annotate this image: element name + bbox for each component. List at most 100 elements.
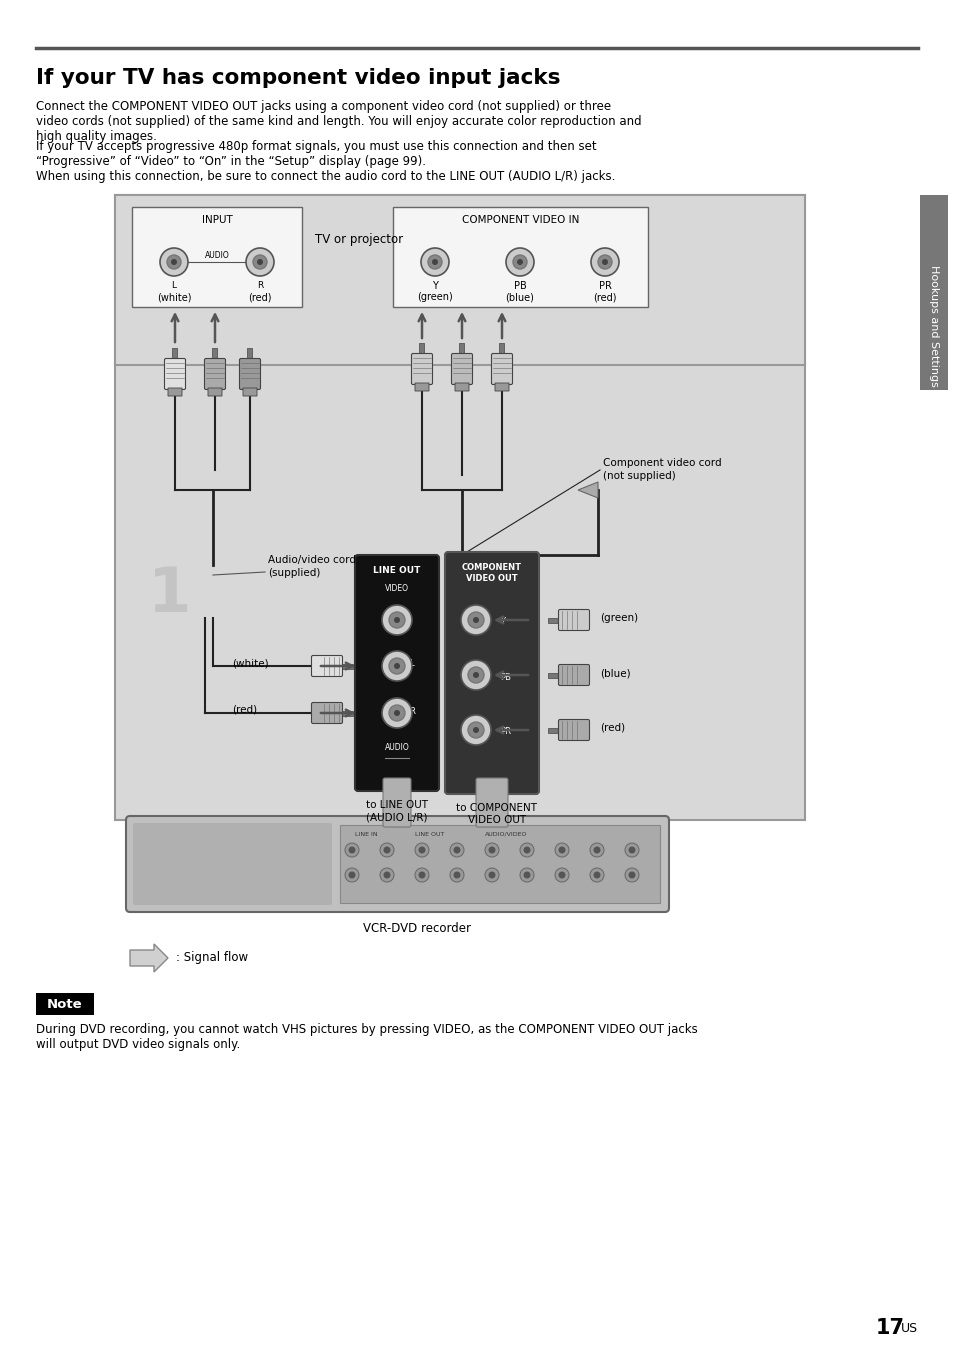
Circle shape (488, 872, 495, 879)
Text: Y: Y (432, 281, 437, 291)
Circle shape (460, 660, 491, 690)
Circle shape (389, 658, 405, 675)
Circle shape (428, 256, 441, 269)
Text: (green): (green) (599, 612, 638, 623)
Circle shape (628, 872, 635, 879)
FancyBboxPatch shape (132, 207, 302, 307)
Text: PB: PB (513, 281, 526, 291)
Circle shape (253, 256, 267, 269)
Circle shape (450, 844, 463, 857)
Text: (not supplied): (not supplied) (602, 470, 675, 481)
Text: Y: Y (499, 618, 504, 626)
FancyBboxPatch shape (411, 353, 432, 384)
FancyBboxPatch shape (312, 703, 342, 723)
Circle shape (256, 260, 263, 265)
Circle shape (601, 260, 607, 265)
Text: video cords (not supplied) of the same kind and length. You will enjoy accurate : video cords (not supplied) of the same k… (36, 115, 641, 128)
Circle shape (589, 844, 603, 857)
Circle shape (558, 872, 565, 879)
Circle shape (517, 260, 522, 265)
FancyBboxPatch shape (208, 388, 222, 396)
FancyBboxPatch shape (126, 817, 668, 913)
Text: COMPONENT VIDEO IN: COMPONENT VIDEO IN (461, 215, 578, 224)
Circle shape (555, 868, 568, 882)
Text: (white): (white) (232, 658, 269, 668)
Circle shape (453, 872, 460, 879)
Text: Audio/video cord: Audio/video cord (268, 556, 355, 565)
FancyBboxPatch shape (558, 664, 589, 685)
FancyBboxPatch shape (204, 358, 225, 389)
FancyBboxPatch shape (312, 656, 342, 676)
Text: L: L (409, 660, 414, 668)
FancyBboxPatch shape (547, 618, 559, 622)
Circle shape (394, 662, 399, 669)
Text: VIDEO OUT: VIDEO OUT (466, 575, 517, 583)
FancyBboxPatch shape (491, 353, 512, 384)
Text: During DVD recording, you cannot watch VHS pictures by pressing VIDEO, as the CO: During DVD recording, you cannot watch V… (36, 1023, 697, 1036)
FancyBboxPatch shape (547, 727, 559, 733)
FancyBboxPatch shape (459, 343, 464, 356)
Text: R: R (256, 281, 263, 289)
Circle shape (589, 868, 603, 882)
Circle shape (453, 846, 460, 853)
FancyBboxPatch shape (558, 719, 589, 741)
Circle shape (418, 872, 425, 879)
FancyBboxPatch shape (340, 664, 353, 668)
Circle shape (389, 612, 405, 627)
Circle shape (624, 868, 639, 882)
Circle shape (473, 672, 478, 677)
Text: LINE OUT: LINE OUT (373, 566, 420, 575)
Text: (AUDIO L/R): (AUDIO L/R) (366, 813, 427, 822)
Circle shape (555, 844, 568, 857)
Circle shape (593, 846, 599, 853)
Circle shape (420, 247, 449, 276)
Text: (blue): (blue) (599, 668, 630, 677)
Text: : Signal flow: : Signal flow (175, 952, 248, 964)
FancyBboxPatch shape (247, 347, 253, 360)
Text: PR: PR (598, 281, 611, 291)
Circle shape (381, 698, 412, 727)
Circle shape (415, 868, 429, 882)
Text: 17: 17 (875, 1318, 904, 1338)
Circle shape (593, 872, 599, 879)
FancyBboxPatch shape (172, 347, 177, 360)
Circle shape (345, 868, 358, 882)
Text: VIDEO: VIDEO (385, 584, 409, 594)
Text: (red): (red) (593, 292, 616, 301)
Text: INPUT: INPUT (201, 215, 233, 224)
FancyBboxPatch shape (455, 383, 469, 391)
Text: VCR-DVD recorder: VCR-DVD recorder (363, 922, 471, 936)
FancyBboxPatch shape (213, 347, 217, 360)
Text: (supplied): (supplied) (268, 568, 320, 579)
Circle shape (345, 844, 358, 857)
Circle shape (473, 727, 478, 733)
Text: will output DVD video signals only.: will output DVD video signals only. (36, 1038, 240, 1051)
Text: 1: 1 (148, 565, 192, 625)
Text: (white): (white) (156, 292, 191, 301)
Text: L: L (172, 281, 176, 289)
Text: to COMPONENT: to COMPONENT (456, 803, 537, 813)
Circle shape (418, 846, 425, 853)
Text: VIDEO OUT: VIDEO OUT (468, 815, 525, 825)
Circle shape (468, 722, 483, 738)
Text: R: R (409, 707, 415, 715)
Text: Component video cord: Component video cord (602, 458, 720, 468)
FancyBboxPatch shape (495, 383, 509, 391)
Circle shape (171, 260, 177, 265)
Text: PB: PB (499, 672, 511, 681)
FancyBboxPatch shape (382, 777, 411, 827)
Text: If your TV has component video input jacks: If your TV has component video input jac… (36, 68, 560, 88)
Circle shape (513, 256, 526, 269)
Text: If your TV accepts progressive 480p format signals, you must use this connection: If your TV accepts progressive 480p form… (36, 141, 596, 153)
Circle shape (624, 844, 639, 857)
Text: AUDIO: AUDIO (204, 250, 229, 260)
Circle shape (473, 617, 478, 623)
Circle shape (484, 844, 498, 857)
Polygon shape (578, 483, 598, 498)
Circle shape (383, 872, 390, 879)
Circle shape (460, 604, 491, 635)
Text: AUDIO/VIDEO: AUDIO/VIDEO (484, 831, 527, 837)
FancyBboxPatch shape (499, 343, 504, 356)
Circle shape (558, 846, 565, 853)
FancyBboxPatch shape (558, 610, 589, 630)
